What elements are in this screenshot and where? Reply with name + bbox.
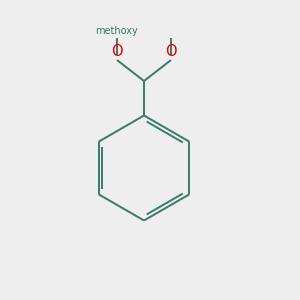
Text: methoxy: methoxy <box>96 26 138 36</box>
Text: O: O <box>111 44 123 59</box>
Text: O: O <box>165 44 177 59</box>
